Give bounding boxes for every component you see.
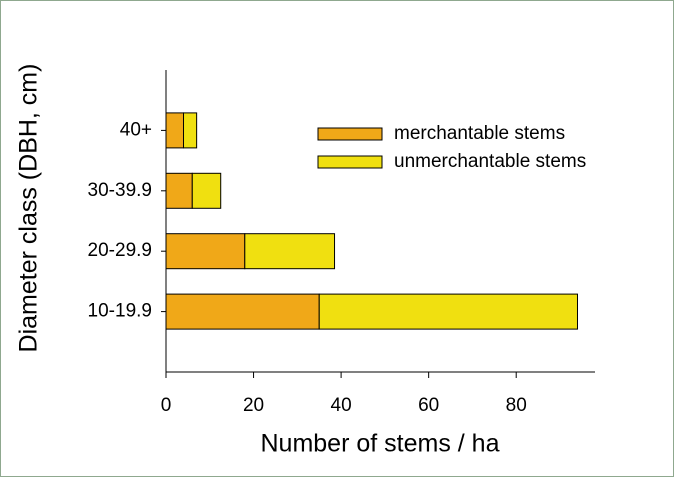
y-tick-label: 10-19.9: [88, 301, 152, 322]
x-tick-label: 20: [243, 395, 264, 416]
y-tick-label: 40+: [120, 119, 152, 140]
x-tick-label: 40: [331, 395, 352, 416]
legend-label: merchantable stems: [394, 123, 565, 144]
y-axis-title: Diameter class (DBH, cm): [15, 64, 43, 353]
legend-swatch: [317, 155, 383, 169]
bar: [191, 172, 222, 209]
legend-swatch: [317, 127, 383, 141]
bar: [318, 293, 578, 330]
bar: [165, 112, 185, 149]
x-tick-label: 0: [161, 395, 172, 416]
bar: [244, 233, 336, 270]
bar: [165, 293, 320, 330]
y-tick-label: 30-39.9: [88, 180, 152, 201]
bar: [183, 112, 198, 149]
x-axis-title: Number of stems / ha: [261, 430, 500, 458]
bar: [165, 172, 193, 209]
x-tick-label: 80: [506, 395, 527, 416]
y-tick-label: 20-29.9: [88, 240, 152, 261]
legend-label: unmerchantable stems: [394, 151, 586, 172]
bar: [165, 233, 246, 270]
x-tick-label: 60: [418, 395, 439, 416]
